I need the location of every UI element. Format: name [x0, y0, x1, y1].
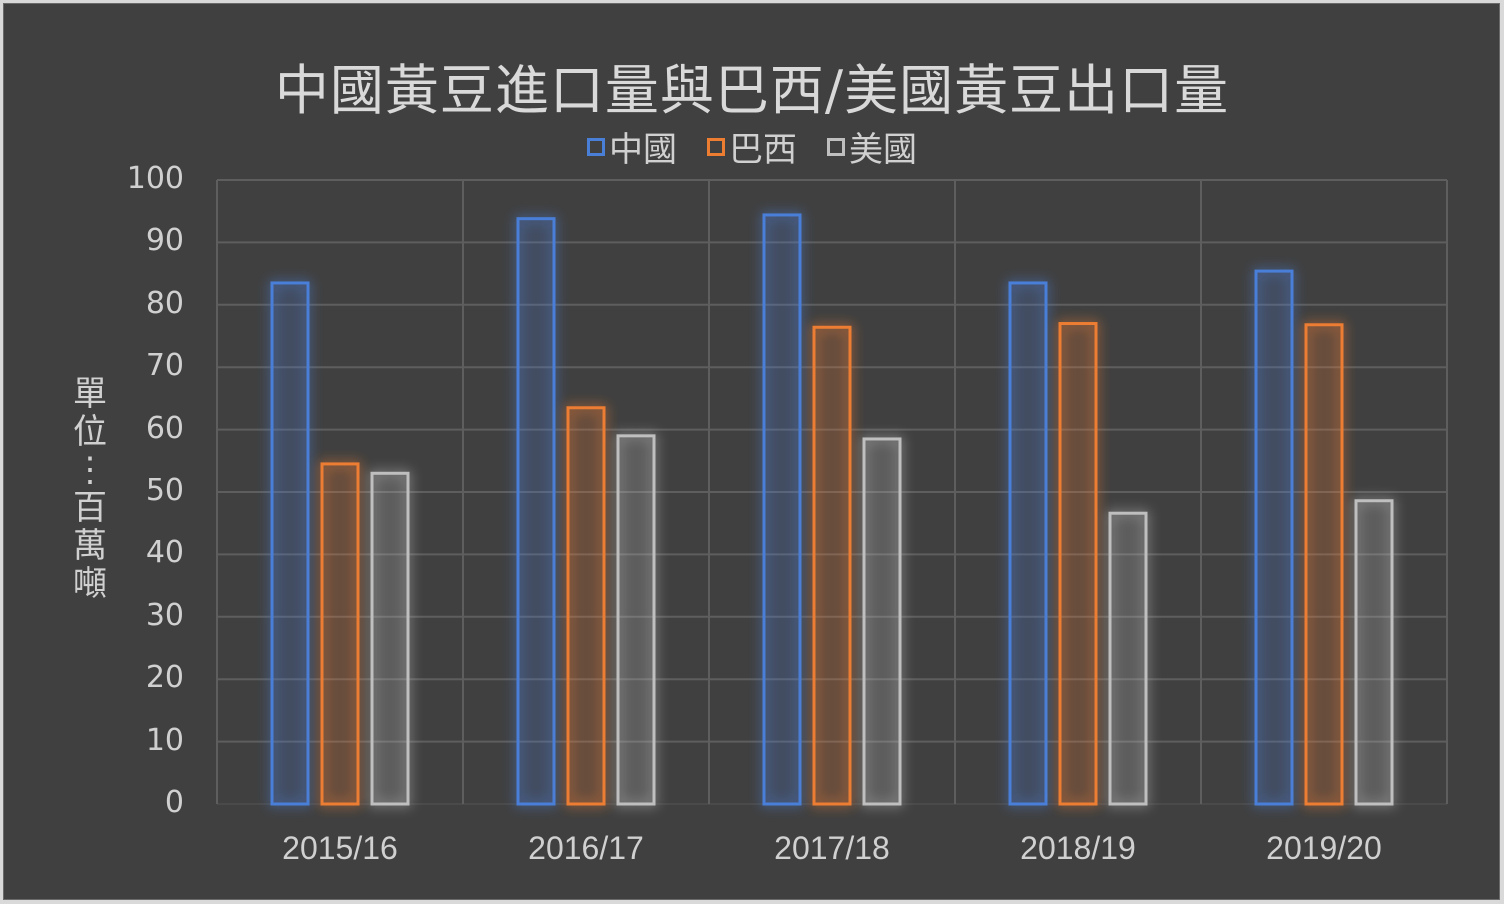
legend-swatch-china	[587, 137, 605, 156]
bar-china[interactable]	[516, 217, 556, 806]
y-axis-label-char: 百	[73, 488, 107, 528]
bar-brazil[interactable]	[1058, 322, 1098, 806]
x-tick-label: 2017/18	[774, 830, 890, 866]
x-tick-label: 2019/20	[1266, 830, 1382, 866]
y-axis-label: 單位 ⋮ 百萬噸	[68, 375, 112, 603]
legend-item-usa[interactable]: 美國	[827, 122, 917, 171]
y-axis-label-char: 噸	[73, 564, 107, 604]
bar-usa[interactable]	[1108, 511, 1148, 806]
y-tick-label: 100	[126, 161, 184, 196]
legend-item-china[interactable]: 中國	[587, 122, 677, 171]
y-tick-label: 90	[145, 223, 184, 259]
y-tick-label: 40	[145, 535, 184, 571]
y-tick-label: 80	[145, 285, 184, 321]
legend-item-brazil[interactable]: 巴西	[707, 122, 797, 171]
bar-brazil[interactable]	[812, 325, 852, 806]
y-tick-label: 0	[164, 785, 184, 820]
x-tick-label: 2015/16	[282, 830, 398, 866]
y-tick-label: 10	[145, 722, 184, 758]
legend-swatch-brazil	[707, 137, 725, 156]
bar-brazil[interactable]	[1304, 323, 1344, 806]
bar-china[interactable]	[270, 281, 310, 806]
chart-title: 中國黃豆進口量與巴西/美國黃豆出口量	[274, 59, 1230, 122]
legend: 中國 巴西 美國	[0, 122, 1504, 171]
bar-china[interactable]	[1254, 269, 1294, 806]
bars	[270, 213, 1394, 806]
bar-brazil[interactable]	[320, 462, 360, 806]
x-tick-label: 2016/17	[528, 830, 644, 866]
y-tick-label: 20	[145, 660, 184, 696]
bar-usa[interactable]	[862, 437, 902, 806]
y-tick-label: 70	[145, 348, 184, 384]
bar-brazil[interactable]	[566, 406, 606, 806]
x-tick-label: 2018/19	[1020, 830, 1136, 866]
y-axis-label-char: 萬	[73, 526, 107, 566]
bar-usa[interactable]	[616, 434, 656, 806]
chart-frame	[3, 3, 1500, 900]
bar-usa[interactable]	[370, 471, 410, 806]
y-tick-label: 60	[145, 410, 184, 446]
legend-label: 巴西	[729, 130, 797, 170]
y-tick-label: 50	[145, 473, 184, 508]
legend-label: 中國	[609, 130, 677, 170]
bar-china[interactable]	[762, 213, 802, 806]
y-axis-label-char: ⋮	[73, 450, 107, 490]
y-tick-label: 30	[145, 597, 184, 633]
legend-swatch-usa	[827, 137, 845, 156]
bar-china[interactable]	[1008, 281, 1048, 806]
y-axis-label-char: 位	[73, 412, 107, 452]
legend-label: 美國	[849, 130, 917, 170]
bar-usa[interactable]	[1354, 499, 1394, 806]
y-axis-label-char: 單	[73, 374, 107, 414]
